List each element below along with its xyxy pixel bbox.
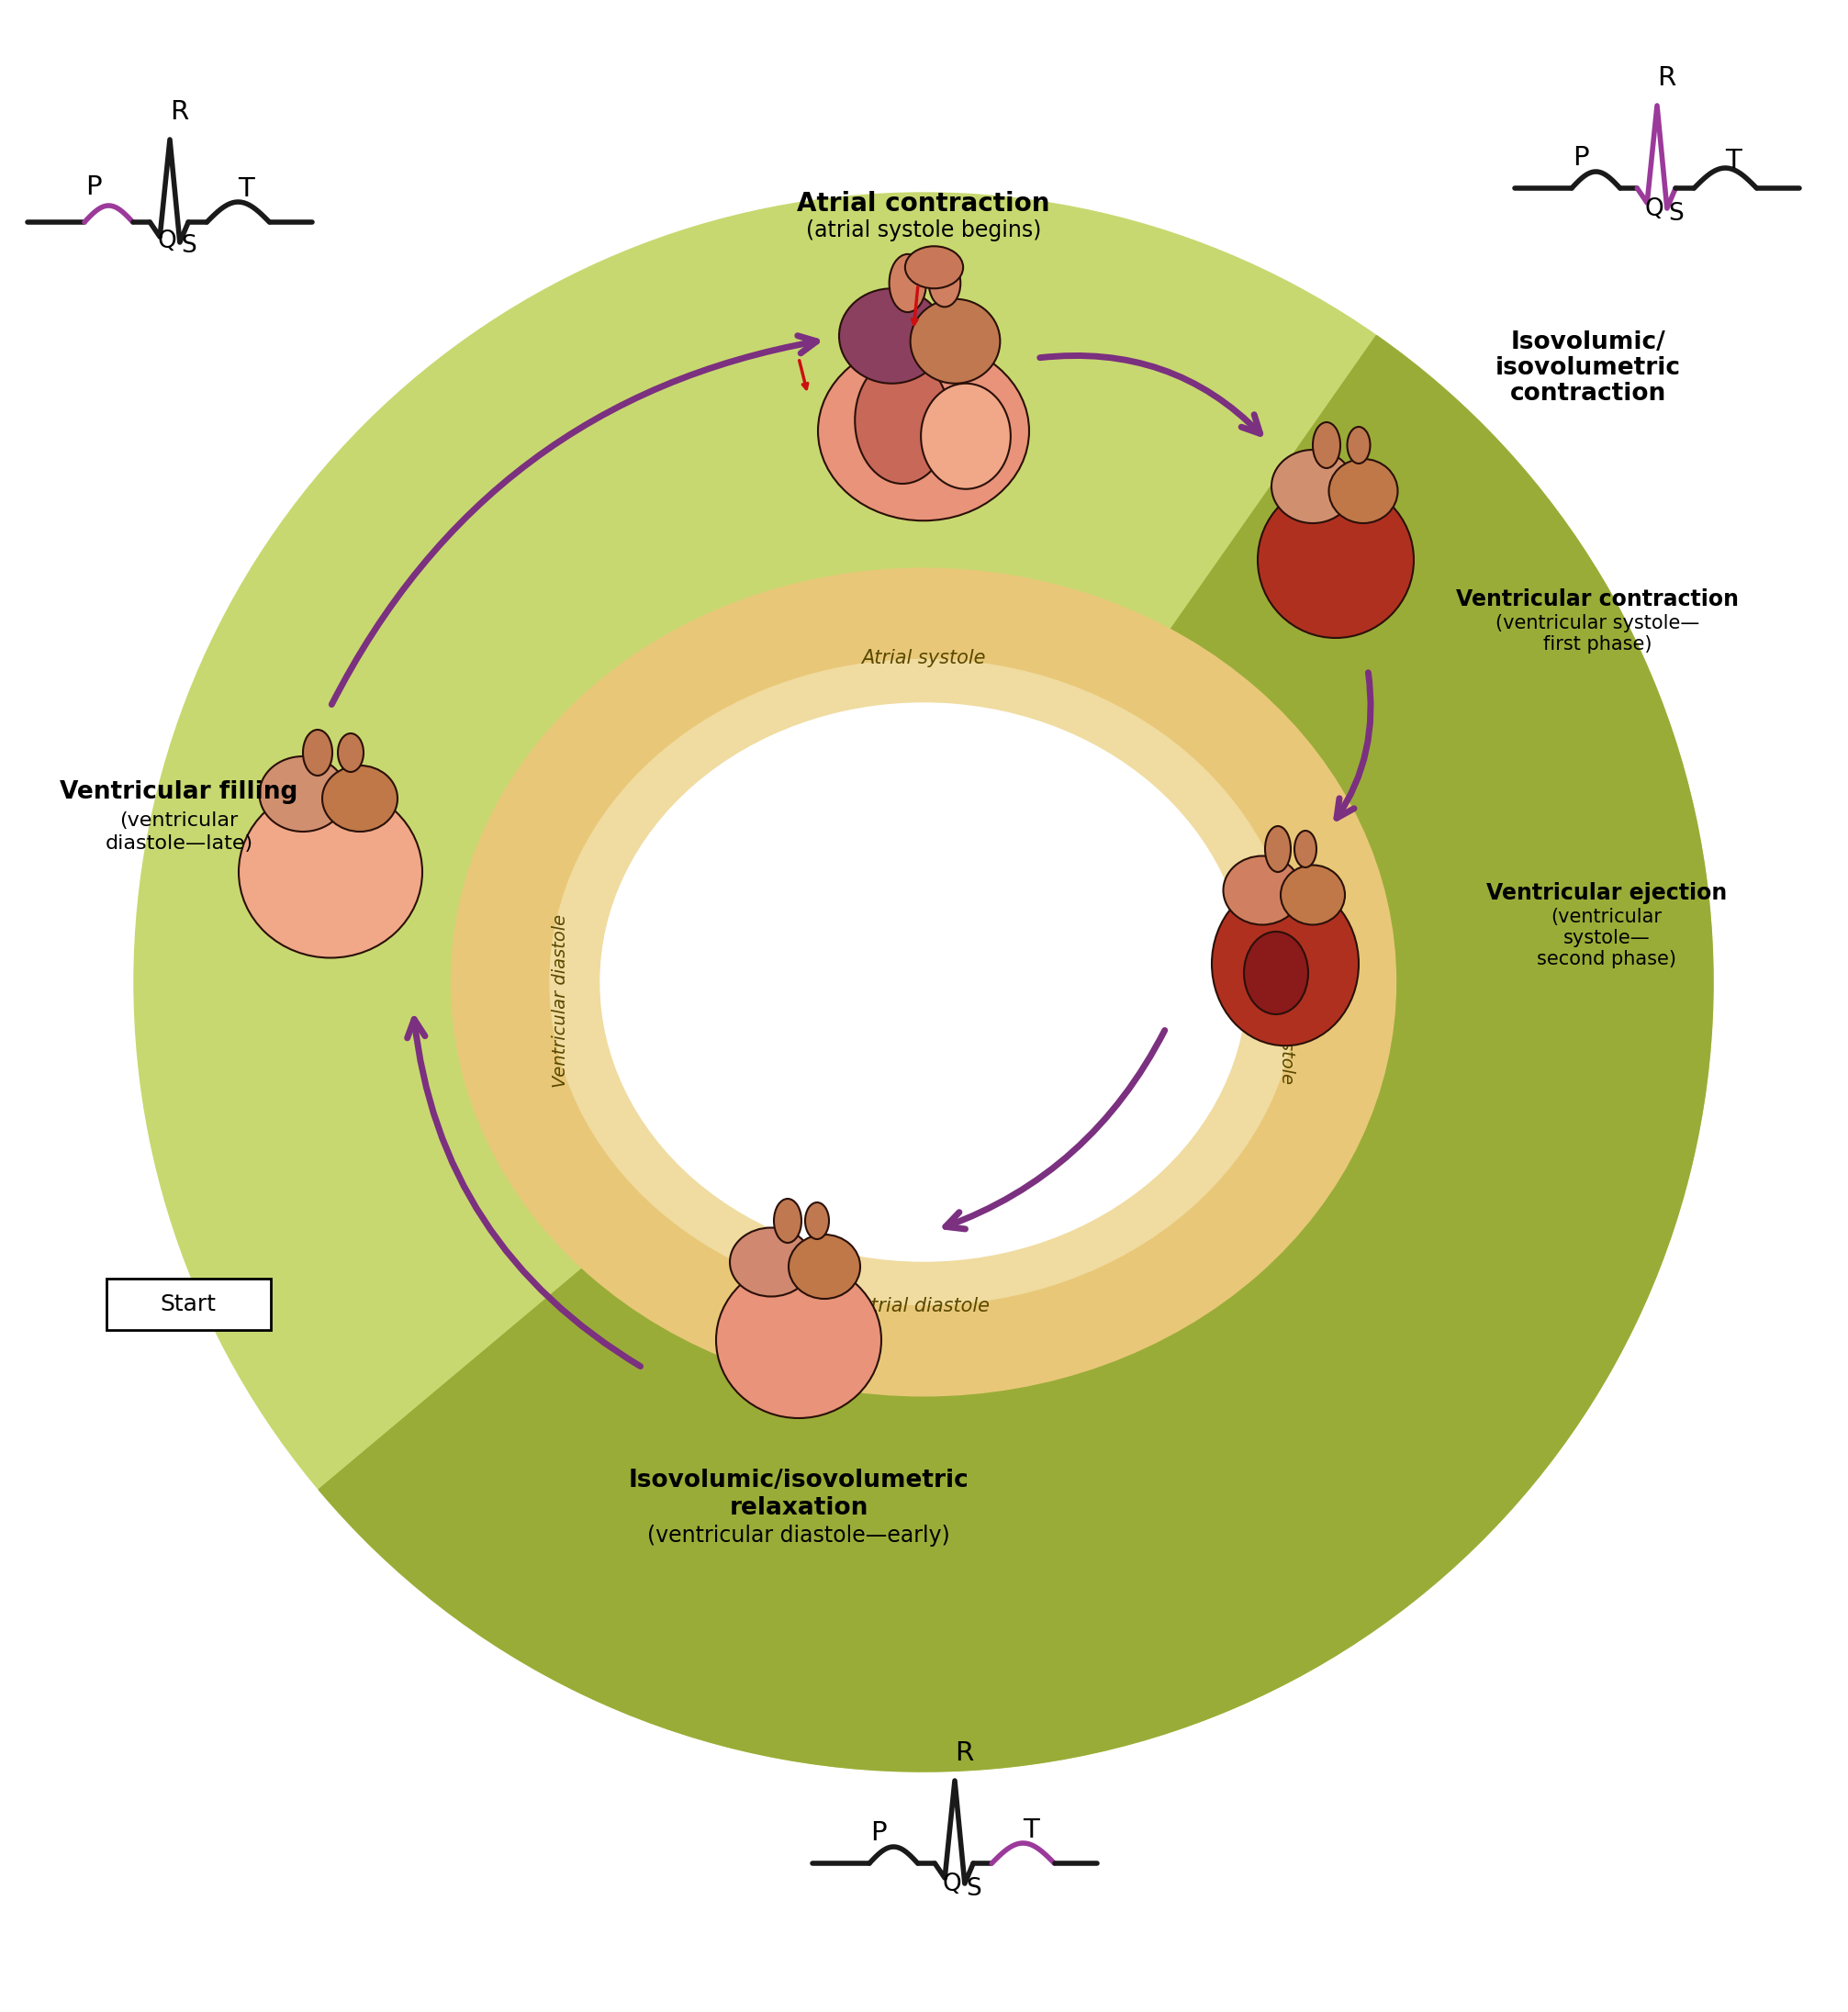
Text: (ventricular: (ventricular: [1550, 907, 1661, 926]
Ellipse shape: [1212, 881, 1358, 1046]
Ellipse shape: [906, 245, 963, 288]
Ellipse shape: [889, 254, 926, 312]
FancyArrowPatch shape: [946, 1030, 1164, 1229]
Text: P: P: [85, 175, 102, 199]
Text: Atrial systole: Atrial systole: [861, 650, 985, 668]
Text: contraction: contraction: [1510, 382, 1667, 406]
Text: Ventricular diastole: Ventricular diastole: [553, 913, 569, 1086]
Wedge shape: [318, 336, 1713, 1771]
Text: T: T: [1024, 1817, 1039, 1843]
Ellipse shape: [601, 702, 1247, 1262]
Ellipse shape: [930, 260, 961, 308]
Text: Ventricular ejection: Ventricular ejection: [1486, 881, 1726, 903]
Text: Ventricular contraction: Ventricular contraction: [1456, 588, 1739, 610]
Text: P: P: [870, 1821, 887, 1845]
Ellipse shape: [715, 1262, 881, 1418]
Ellipse shape: [789, 1235, 859, 1300]
Text: (ventricular: (ventricular: [120, 811, 238, 829]
Ellipse shape: [238, 787, 423, 958]
Ellipse shape: [451, 567, 1395, 1396]
Ellipse shape: [730, 1227, 813, 1296]
Text: Start: Start: [161, 1294, 216, 1316]
FancyArrowPatch shape: [1336, 672, 1371, 819]
Text: Q: Q: [1645, 197, 1663, 221]
Text: R: R: [170, 99, 188, 125]
Ellipse shape: [1258, 483, 1414, 638]
Text: Atrial diastole: Atrial diastole: [857, 1296, 991, 1316]
Text: isovolumetric: isovolumetric: [1495, 356, 1682, 380]
Text: T: T: [1726, 147, 1741, 173]
FancyArrowPatch shape: [407, 1020, 641, 1366]
Text: Q: Q: [157, 229, 176, 254]
Ellipse shape: [1223, 855, 1301, 926]
Ellipse shape: [1329, 459, 1397, 523]
Ellipse shape: [806, 1203, 830, 1239]
Ellipse shape: [774, 1199, 802, 1243]
Circle shape: [135, 193, 1713, 1771]
Text: diastole—late): diastole—late): [105, 835, 253, 853]
Text: T: T: [238, 177, 255, 201]
Ellipse shape: [839, 288, 944, 384]
Text: Isovolumic/isovolumetric: Isovolumic/isovolumetric: [628, 1469, 968, 1493]
Ellipse shape: [1244, 932, 1308, 1014]
FancyArrowPatch shape: [1040, 356, 1260, 435]
Ellipse shape: [1281, 865, 1345, 926]
Text: systole—: systole—: [1563, 930, 1650, 948]
Text: S: S: [181, 233, 196, 258]
Text: (ventricular systole—: (ventricular systole—: [1495, 614, 1700, 632]
Ellipse shape: [551, 660, 1297, 1304]
Ellipse shape: [303, 730, 333, 775]
Text: P: P: [1573, 145, 1589, 171]
Text: second phase): second phase): [1538, 950, 1676, 968]
Text: relaxation: relaxation: [730, 1497, 869, 1519]
Ellipse shape: [338, 734, 364, 773]
Text: S: S: [967, 1877, 981, 1901]
Text: Ventricular filling: Ventricular filling: [59, 781, 298, 805]
Ellipse shape: [911, 300, 1000, 384]
Ellipse shape: [1312, 423, 1340, 469]
Ellipse shape: [1294, 831, 1316, 867]
FancyBboxPatch shape: [107, 1278, 272, 1330]
Ellipse shape: [322, 765, 397, 831]
Ellipse shape: [1271, 451, 1355, 523]
Ellipse shape: [819, 342, 1029, 521]
Ellipse shape: [259, 757, 347, 831]
Text: S: S: [1669, 201, 1684, 225]
Ellipse shape: [856, 356, 950, 483]
Text: Atrial contraction: Atrial contraction: [796, 191, 1050, 217]
Ellipse shape: [1266, 827, 1290, 871]
Text: first phase): first phase): [1543, 636, 1652, 654]
Text: Ventricular systole: Ventricular systole: [1279, 917, 1295, 1084]
Text: Q: Q: [942, 1873, 961, 1897]
Ellipse shape: [920, 384, 1011, 489]
Ellipse shape: [1347, 427, 1369, 463]
Text: R: R: [1658, 64, 1676, 91]
Text: R: R: [955, 1740, 974, 1767]
Text: (ventricular diastole—early): (ventricular diastole—early): [647, 1525, 950, 1547]
FancyArrowPatch shape: [331, 336, 817, 704]
Text: (atrial systole begins): (atrial systole begins): [806, 219, 1040, 241]
Text: Isovolumic/: Isovolumic/: [1510, 330, 1665, 354]
